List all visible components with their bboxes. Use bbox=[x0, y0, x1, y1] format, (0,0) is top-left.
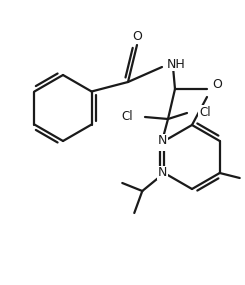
Text: Cl: Cl bbox=[121, 109, 133, 123]
Text: O: O bbox=[212, 78, 222, 91]
Text: N: N bbox=[158, 135, 167, 148]
Text: Cl: Cl bbox=[156, 137, 168, 150]
Text: O: O bbox=[132, 30, 142, 44]
Text: N: N bbox=[158, 166, 167, 180]
Text: Cl: Cl bbox=[199, 105, 211, 119]
Text: NH: NH bbox=[167, 58, 186, 70]
